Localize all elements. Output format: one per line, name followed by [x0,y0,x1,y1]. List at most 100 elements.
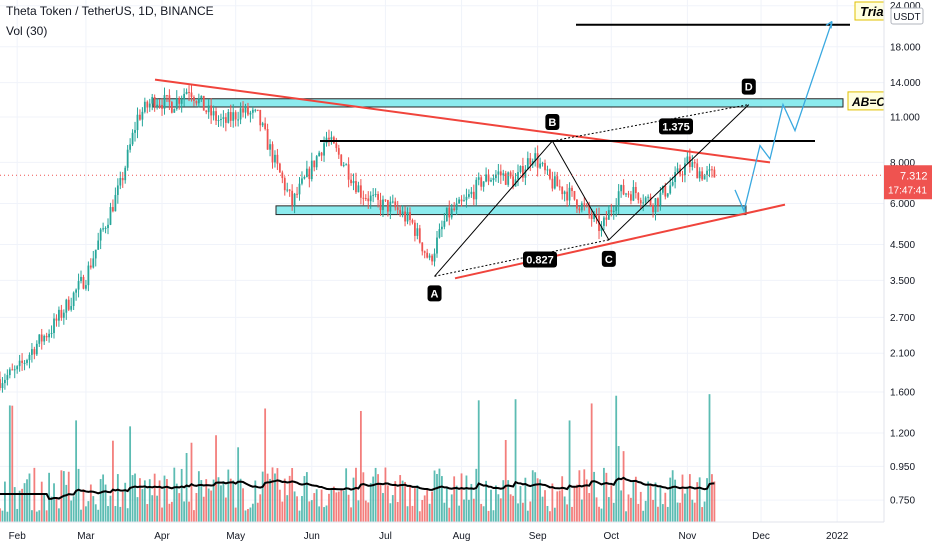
candle-body [303,177,306,179]
volume-bar [197,471,200,522]
candle-body [40,334,43,342]
candle-body [330,137,333,140]
point-b-label: B [548,117,556,129]
candle-body [593,214,596,219]
candle-body [183,93,186,100]
volume-bar [310,500,313,522]
time-tick-label: Jun [304,531,320,542]
time-axis[interactable]: Feb Mar Apr May Jun Jul Aug Sep Oct Nov Dec 2022 [0,521,932,550]
price-axis[interactable]: 24.000 18.000 14.000 11.000 8.000 6.000 4.500 3… [883,0,932,550]
volume-bar [129,426,132,522]
volume-bar [396,501,399,522]
volume-bar [355,467,357,522]
volume-bar [232,480,235,522]
volume-bar [224,497,227,522]
volume-bar [595,497,598,522]
volume-bar [342,491,345,522]
candle-body [234,112,237,120]
candle-body [18,360,21,367]
candle-body [482,181,485,187]
candle-body [77,281,80,290]
volume-bar [320,489,323,522]
candle-body [21,360,23,363]
candle-body [261,123,264,126]
candle-body [615,206,618,211]
candle-body [121,178,124,181]
volume-bar [612,502,615,522]
candle-body [711,169,713,171]
volume-bar [92,496,95,522]
volume-bar [126,508,129,522]
volume-bar [448,507,451,522]
candle-body [625,193,627,195]
volume-bar [514,399,517,522]
point-d-label-bg [741,78,756,95]
volume-bar [347,494,350,522]
volume-bar [426,489,429,522]
currency-badge-bg [890,7,924,25]
volume-bar [6,511,9,522]
candle-body [627,193,630,195]
candle-body [661,185,664,193]
volume-bar [148,479,151,522]
candle-body [642,202,645,204]
volume-bar [644,500,647,522]
volume-bar [445,487,448,522]
volume-bar [627,494,630,522]
volume-bar [8,405,11,522]
candle-body [215,111,217,121]
candle-body [384,199,387,201]
descending-trendline [154,78,771,164]
price-tick-label: 2.700 [890,313,915,324]
volume-bar [423,495,426,522]
candle-body [386,200,389,212]
point-a-label: A [431,288,439,300]
volume-bar [441,476,443,522]
volume-indicator-label: Vol (30) [6,24,48,38]
volume-bar [526,510,529,522]
candle-body [536,153,539,168]
candle-body [70,306,73,310]
volume-bar [303,476,306,522]
candle-body [480,177,483,187]
volume-bar [247,508,249,522]
candle-body [173,109,176,113]
candle-body [433,253,436,262]
last-price-tag-bg [884,165,932,200]
volume-bar [436,473,438,522]
candle-body [293,193,296,206]
volume-bar [281,501,284,522]
volume-bar [701,507,704,522]
volume-bar [681,474,684,522]
candle-body [541,163,544,165]
candle-body [701,171,704,180]
volume-bar [112,440,114,522]
volume-bar [362,472,365,522]
harmonic-pattern [434,104,750,277]
volume-bar [332,486,335,522]
volume-bar [531,470,534,522]
candle-body [89,265,92,268]
candle-body [85,285,87,289]
volume-bar [153,473,156,522]
volume-bar [53,483,55,522]
candle-body [26,360,28,363]
candle-body [359,185,362,198]
volume-bar [691,499,694,522]
candle-body [320,152,323,156]
time-axis-bg [0,522,932,550]
candle-body [13,369,16,371]
candle-body [195,100,198,104]
candle-body [151,97,154,104]
volume-bar [411,505,414,522]
candle-body [256,109,259,111]
volume-bar [364,500,367,522]
volume-bar [193,510,195,522]
volume-bar [305,472,308,522]
candle-body [274,154,276,163]
candle-body [53,318,55,333]
ratio-ac-label: 0.827 [526,255,554,267]
volume-bar [693,502,696,522]
candle-body [610,210,613,212]
